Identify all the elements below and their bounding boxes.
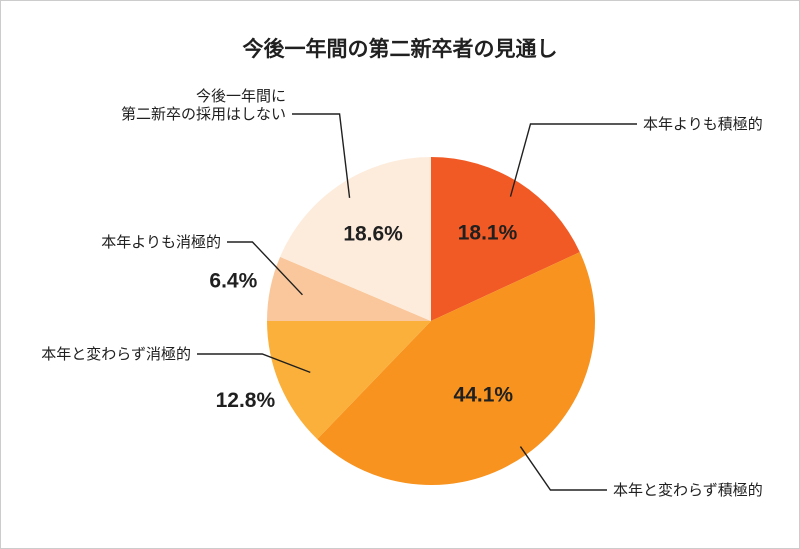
leader-line xyxy=(510,124,637,197)
slice-external-label: 本年と変わらず消極的 xyxy=(41,346,191,363)
leader-line xyxy=(520,447,607,490)
slice-value-label: 18.6% xyxy=(343,222,403,245)
slice-value-label: 6.4% xyxy=(209,270,257,293)
slice-external-label: 今後一年間に第二新卒の採用はしない xyxy=(121,88,286,123)
slice-value-label: 12.8% xyxy=(216,389,276,412)
pie-slices xyxy=(267,157,595,485)
slice-value-label: 18.1% xyxy=(458,222,518,245)
slice-external-label: 本年よりも積極的 xyxy=(643,116,763,133)
chart-frame: 今後一年間の第二新卒者の見通し 18.1%44.1%12.8%6.4%18.6%… xyxy=(0,0,800,549)
slice-external-label: 本年と変わらず積極的 xyxy=(613,482,763,499)
slice-external-label: 本年よりも消極的 xyxy=(101,234,221,251)
pie-chart: 18.1% 44.1% 12.8% 6.4% 18.6% 本年よりも積極的本年と変わらず… xyxy=(1,1,800,549)
slice-value-label: 44.1% xyxy=(454,383,514,406)
